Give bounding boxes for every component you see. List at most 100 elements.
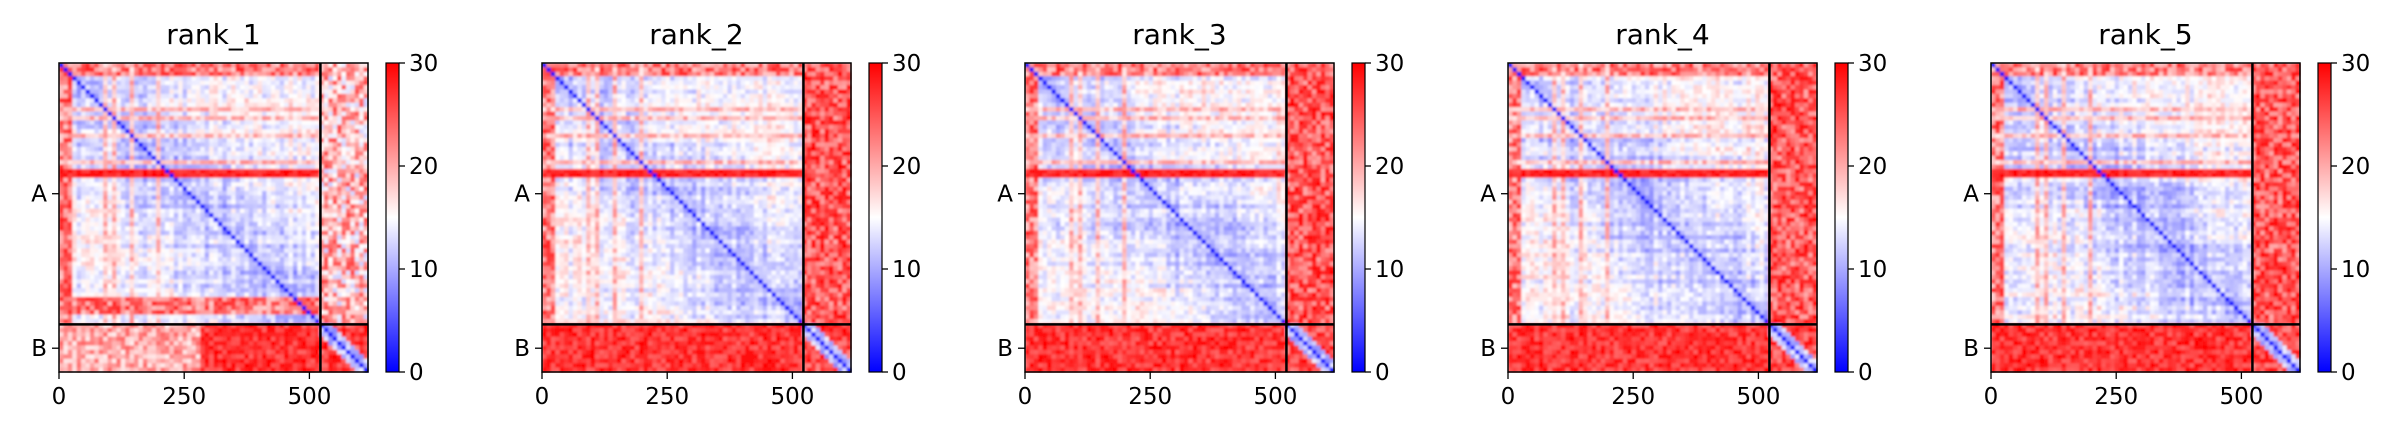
heatmap-cell: [293, 297, 298, 302]
heatmap-cell: [108, 103, 113, 108]
heatmap-cell: [236, 310, 241, 315]
heatmap-cell: [161, 332, 166, 337]
heatmap-cell: [355, 72, 360, 77]
heatmap-cell: [346, 248, 351, 253]
heatmap-cell: [121, 328, 126, 333]
heatmap-cell: [161, 63, 166, 68]
heatmap-cell: [108, 226, 113, 231]
heatmap-cell: [218, 284, 223, 289]
heatmap-cell: [222, 350, 227, 355]
heatmap-cell: [324, 288, 329, 293]
heatmap-cell: [289, 350, 294, 355]
heatmap-cell: [324, 76, 329, 81]
heatmap-cell: [289, 178, 294, 183]
heatmap-cell: [59, 120, 64, 125]
heatmap-cell: [205, 72, 210, 77]
heatmap-cell: [271, 346, 276, 351]
heatmap-cell: [72, 253, 77, 258]
heatmap-cell: [165, 284, 170, 289]
heatmap-cell: [271, 200, 276, 205]
heatmap-cell: [121, 107, 126, 112]
heatmap-cell: [280, 297, 285, 302]
heatmap-cell: [103, 151, 108, 156]
heatmap-cell: [196, 266, 201, 271]
heatmap-cell: [337, 169, 342, 174]
heatmap-cell: [116, 112, 121, 117]
heatmap-cell: [99, 125, 104, 130]
heatmap-cell: [218, 262, 223, 267]
heatmap-cell: [266, 297, 271, 302]
heatmap-cell: [156, 341, 161, 346]
heatmap-cell: [94, 142, 99, 147]
heatmap-cell: [359, 244, 364, 249]
heatmap-cell: [116, 191, 121, 196]
heatmap-cell: [59, 142, 64, 147]
heatmap-cell: [125, 350, 130, 355]
heatmap-cell: [214, 120, 219, 125]
heatmap-cell: [112, 310, 117, 315]
heatmap-cell: [183, 81, 188, 86]
heatmap-cell: [121, 301, 126, 306]
heatmap-cell: [297, 284, 302, 289]
heatmap-cell: [63, 142, 68, 147]
heatmap-cell: [138, 94, 143, 99]
heatmap-cell: [289, 266, 294, 271]
heatmap-cell: [359, 173, 364, 178]
heatmap-cell: [147, 346, 152, 351]
heatmap-cell: [59, 262, 64, 267]
heatmap-cell: [271, 151, 276, 156]
heatmap-cell: [337, 315, 342, 320]
heatmap-cell: [152, 81, 157, 86]
heatmap-cell: [112, 142, 117, 147]
heatmap-cell: [134, 67, 139, 72]
heatmap-cell: [324, 187, 329, 192]
heatmap-cell: [302, 103, 307, 108]
heatmap-cell: [346, 173, 351, 178]
heatmap-cell: [143, 310, 148, 315]
heatmap-cell: [293, 112, 298, 117]
heatmap-cell: [68, 63, 73, 68]
heatmap-cell: [94, 222, 99, 227]
heatmap-cell: [138, 275, 143, 280]
heatmap-cell: [147, 120, 152, 125]
heatmap-cell: [359, 284, 364, 289]
heatmap-cell: [169, 120, 174, 125]
heatmap-cell: [289, 279, 294, 284]
heatmap-cell: [103, 125, 108, 130]
heatmap-cell: [81, 200, 86, 205]
heatmap-cell: [85, 76, 90, 81]
heatmap-cell: [306, 337, 311, 342]
heatmap-cell: [284, 253, 289, 258]
heatmap-cell: [297, 310, 302, 315]
heatmap-cell: [271, 107, 276, 112]
heatmap-cell: [262, 284, 267, 289]
heatmap-cell: [59, 169, 64, 174]
heatmap-cell: [209, 120, 214, 125]
heatmap-cell: [324, 182, 329, 187]
heatmap-cell: [165, 147, 170, 152]
heatmap-cell: [85, 248, 90, 253]
heatmap-cell: [191, 213, 196, 218]
heatmap-cell: [293, 76, 298, 81]
heatmap-cell: [227, 147, 232, 152]
heatmap-cell: [165, 125, 170, 130]
heatmap-cell: [218, 270, 223, 275]
heatmap-cell: [165, 209, 170, 214]
heatmap-cell: [337, 112, 342, 117]
heatmap-cell: [169, 89, 174, 94]
heatmap-cell: [249, 156, 254, 161]
heatmap-cell: [359, 257, 364, 262]
heatmap-cell: [121, 332, 126, 337]
heatmap-cell: [244, 85, 249, 90]
heatmap-cell: [333, 310, 338, 315]
heatmap-cell: [342, 142, 347, 147]
heatmap-cell: [306, 120, 311, 125]
heatmap-cell: [99, 363, 104, 368]
heatmap-cell: [253, 142, 258, 147]
heatmap-cell: [205, 156, 210, 161]
heatmap-cell: [337, 147, 342, 152]
heatmap-cell: [143, 112, 148, 117]
heatmap-cell: [355, 288, 360, 293]
heatmap-cell: [116, 63, 121, 68]
heatmap-cell: [169, 142, 174, 147]
